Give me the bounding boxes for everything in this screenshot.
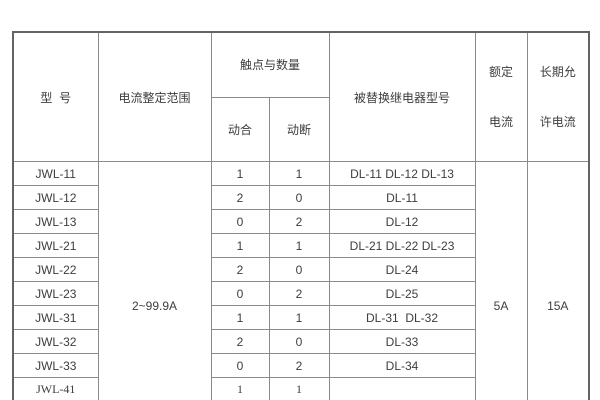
cell-rated-current: 5A — [474, 161, 528, 400]
cell-normally-open: 2 — [210, 185, 270, 210]
cell-normally-closed: 1 — [268, 305, 330, 330]
cell-replaced-relay-model: DL-34 — [328, 353, 476, 378]
table-row: JWL-11 2~99.9A 1 1 DL-11 DL-12 DL-13 5A 15A — [12, 161, 590, 400]
table-row: JWL-12 2 0 DL-11 — [12, 185, 589, 210]
cell-model: JWL-23 — [12, 281, 99, 306]
cell-normally-open: 0 — [210, 281, 270, 306]
cell-model: JWL-22 — [12, 257, 99, 282]
header-rated-current-line1: 额定 — [489, 65, 514, 79]
cell-replaced-relay-model: DL-33 — [328, 329, 476, 354]
cell-replaced-relay-model: DL-31 DL-32 — [328, 305, 476, 330]
cell-model: JWL-21 — [12, 233, 99, 258]
cell-normally-closed: 0 — [268, 329, 330, 354]
table-row: JWL-22 2 0 DL-24 — [12, 257, 589, 282]
cell-model: JWL-32 — [12, 329, 99, 354]
cell-normally-closed: 1 — [268, 161, 330, 186]
cell-replaced-relay-model — [328, 377, 476, 400]
cell-normally-open: 2 — [210, 329, 270, 354]
cell-model: JWL-41 — [12, 377, 99, 400]
cell-normally-open: 1 — [210, 377, 270, 400]
header-row-top: 型 号 电流整定范围 触点与数量 被替换继电器型号 额定 电流 长期允 许电流 — [12, 31, 590, 162]
header-normally-open: 动合 — [210, 96, 270, 163]
header-contacts-group: 触点与数量 — [210, 31, 330, 98]
header-long-term-current-line2: 许电流 — [539, 115, 576, 129]
cell-replaced-relay-model: DL-25 — [328, 281, 476, 306]
cell-normally-closed: 1 — [268, 233, 330, 258]
header-long-term-current: 长期允 许电流 — [526, 31, 590, 162]
table-row: JWL-32 2 0 DL-33 — [12, 329, 589, 354]
header-long-term-current-line1: 长期允 — [539, 65, 576, 79]
table-header: 型 号 电流整定范围 触点与数量 被替换继电器型号 额定 电流 长期允 许电流 … — [12, 31, 590, 163]
cell-model: JWL-12 — [12, 185, 99, 210]
cell-replaced-relay-model: DL-12 — [328, 209, 476, 234]
header-model: 型 号 — [12, 31, 99, 162]
cell-long-term-current: 15A — [526, 161, 590, 400]
cell-normally-closed: 0 — [268, 185, 330, 210]
header-current-setting-range: 电流整定范围 — [97, 31, 212, 162]
cell-normally-open: 0 — [210, 209, 270, 234]
cell-normally-open: 0 — [210, 353, 270, 378]
cell-model: JWL-33 — [12, 353, 99, 378]
header-rated-current-line2: 电流 — [489, 115, 514, 129]
table-row: JWL-31 1 1 DL-31 DL-32 — [12, 305, 589, 330]
table-body: JWL-11 2~99.9A 1 1 DL-11 DL-12 DL-13 5A 15A JWL… — [12, 161, 590, 400]
cell-normally-open: 2 — [210, 257, 270, 282]
cell-replaced-relay-model: DL-21 DL-22 DL-23 — [328, 233, 476, 258]
relay-spec-table: 型 号 电流整定范围 触点与数量 被替换继电器型号 额定 电流 长期允 许电流 … — [12, 31, 591, 400]
table-row: JWL-21 1 1 DL-21 DL-22 DL-23 — [12, 233, 589, 258]
cell-model: JWL-13 — [12, 209, 99, 234]
header-replaced-relay-model: 被替换继电器型号 — [328, 31, 476, 162]
cell-normally-closed: 2 — [268, 353, 330, 378]
header-rated-current: 额定 电流 — [474, 31, 528, 162]
cell-normally-open: 1 — [210, 233, 270, 258]
cell-model: JWL-31 — [12, 305, 99, 330]
cell-replaced-relay-model: DL-11 — [328, 185, 476, 210]
cell-current-setting-range: 2~99.9A — [97, 161, 212, 400]
table-row: JWL-23 0 2 DL-25 — [12, 281, 589, 306]
cell-normally-closed: 0 — [268, 257, 330, 282]
cell-normally-closed: 2 — [268, 281, 330, 306]
cell-normally-open: 1 — [210, 161, 270, 186]
cell-normally-closed: 2 — [268, 209, 330, 234]
table-row: JWL-41 1 1 — [12, 377, 589, 400]
header-normally-closed: 动断 — [268, 96, 330, 163]
cell-replaced-relay-model: DL-11 DL-12 DL-13 — [328, 161, 476, 186]
header-row-sub: 动合 动断 — [13, 96, 589, 163]
cell-model: JWL-11 — [12, 161, 99, 186]
cell-normally-closed: 1 — [268, 377, 330, 400]
cell-replaced-relay-model: DL-24 — [328, 257, 476, 282]
cell-normally-open: 1 — [210, 305, 270, 330]
